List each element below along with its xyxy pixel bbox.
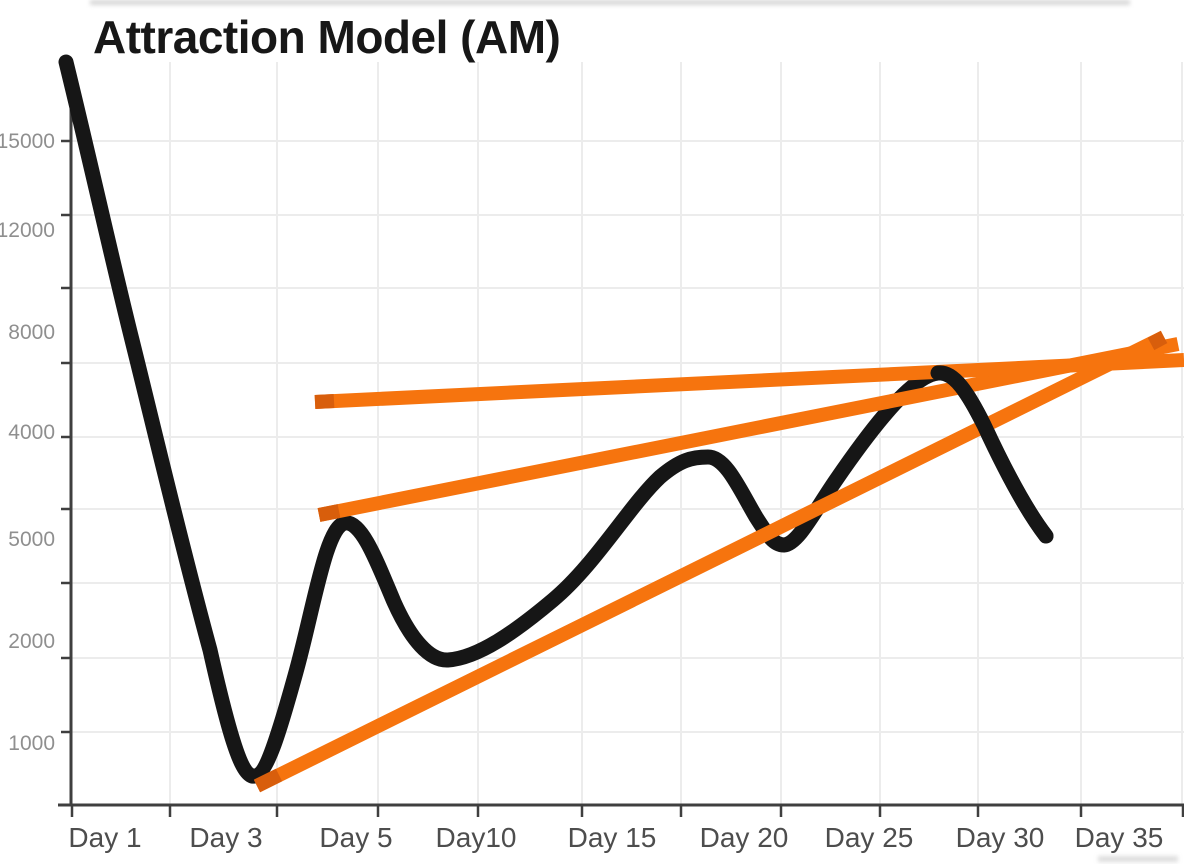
- x-axis-labels: Day 1 Day 3 Day 5 Day10 Day 15 Day 20 Day 25 Da…: [68, 822, 1163, 853]
- x-tick-label: Day 3: [189, 822, 262, 853]
- trend-line-tips: [253, 330, 1168, 793]
- y-tick-label: 4000: [8, 421, 55, 444]
- y-tick-label: 15000: [0, 130, 55, 153]
- axes: [58, 62, 1184, 807]
- y-tick-label: 8000: [8, 321, 55, 344]
- x-tick-label: Day 1: [68, 822, 141, 853]
- grid-vertical: [169, 62, 1183, 805]
- y-tick-label: 1000: [8, 732, 55, 755]
- chart-title: Attraction Model (AM): [93, 11, 561, 63]
- y-axis-labels: 15000 12000 8000 4000 5000 2000 1000: [0, 130, 55, 755]
- y-tick-label: 2000: [8, 630, 55, 653]
- x-tick-marks: [70, 805, 1184, 817]
- y-tick-label: 12000: [0, 219, 55, 242]
- x-tick-label: Day 15: [568, 822, 657, 853]
- y-tick-label: 5000: [8, 528, 55, 551]
- attraction-curve-tail: [930, 365, 1054, 544]
- y-tick-marks: [61, 139, 71, 734]
- trend-line-upper: [314, 353, 1184, 409]
- x-tick-label: Day10: [436, 822, 517, 853]
- x-tick-label: Day 5: [319, 822, 392, 853]
- trend-line-lower: [253, 330, 1168, 793]
- x-tick-label: Day 25: [825, 822, 914, 853]
- x-tick-label: Day 35: [1075, 822, 1164, 853]
- grid-horizontal: [71, 140, 1184, 733]
- x-tick-label: Day 20: [700, 822, 789, 853]
- x-tick-label: Day 30: [956, 822, 1045, 853]
- attraction-curve: [58, 54, 1054, 784]
